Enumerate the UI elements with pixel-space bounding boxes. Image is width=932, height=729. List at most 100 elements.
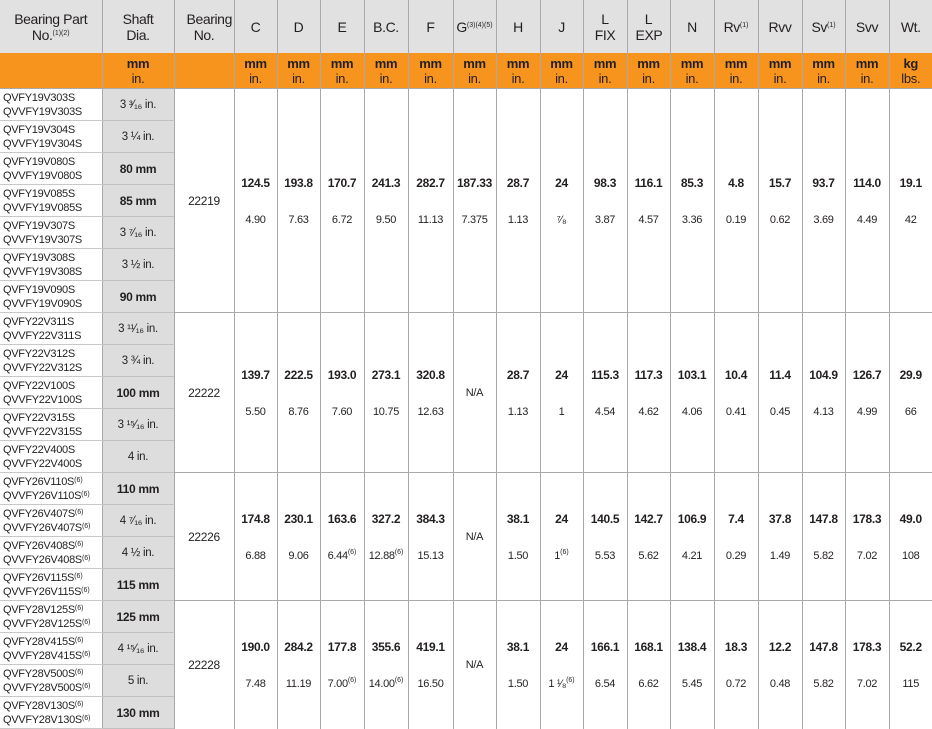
value-mm: 147.8 [803,512,845,526]
value-in-wrap: 15.13 [409,550,453,562]
value-mm: 284.2 [278,640,320,654]
value-in: 66 [905,406,917,418]
value-mm: 38.1 [497,512,540,526]
dim-l-fix: 98.3 3.87 [583,89,627,313]
part-number-qvvfy: QVVFY26V408S [3,554,82,566]
value-mm: 98.3 [584,176,627,190]
value-in: 7.63 [288,214,308,226]
footnote-ref: (6) [81,587,90,594]
footnote-ref: (6) [75,669,84,676]
part-number-qvfy-line: QVFY26V110S(6) [3,475,102,489]
part-number-qvfy-line: QVFY28V415S(6) [3,635,102,649]
part-number-qvfy-line: QVFY22V100S [3,379,102,393]
value-mm: 15.7 [759,176,802,190]
value-in: 9.50 [376,214,396,226]
part-number-cell: QVFY28V125S(6)QVVFY28V125S(6) [0,601,102,633]
value-in-wrap: 1.49 [759,550,802,562]
value-in-wrap: 6.62 [628,678,670,690]
value-in-wrap: 5.82 [803,678,845,690]
column-header: D [277,0,320,53]
value-in: 4.62 [638,406,658,418]
value-in-wrap: 3.69 [803,214,845,226]
unit-metric: mm [235,56,277,71]
unit-metric: mm [103,56,174,71]
value-mm: 7.4 [715,512,758,526]
column-header: Bearing No. [174,0,234,53]
part-number-qvfy: QVFY19V308S [3,252,75,264]
part-number-cell: QVFY26V408S(6)QVVFY26V408S(6) [0,537,102,569]
value-in: 5.82 [813,550,833,562]
value-in-wrap: 3.87 [584,214,627,226]
value-in: 5.53 [595,550,615,562]
value-in-wrap: 7.02 [846,550,889,562]
footnote-ref: (1) [827,22,836,29]
part-number-qvfy: QVFY19V080S [3,156,75,168]
footnote-ref: (6) [82,619,91,626]
part-number-qvvfy: QVVFY22V100S [3,394,82,406]
shaft-diameter: 3 ³⁄₁₆ in. [102,89,174,121]
unit-metric: mm [454,56,496,71]
bearing-number: 22226 [174,473,234,601]
value-in: 1.13 [508,214,528,226]
value-in-wrap: 4.13 [803,406,845,418]
dim-g: N/A [453,313,496,473]
value-in-wrap: 5.53 [584,550,627,562]
value-in-wrap: 7.63 [278,214,320,226]
value-in: 0.29 [726,550,746,562]
shaft-diameter: 4 ⁷⁄₁₆ in. [102,505,174,537]
footnote-ref: (6) [82,683,91,690]
value-in: 4.06 [682,406,702,418]
unit-imperial: in. [861,71,874,86]
value-mm: 24 [541,512,583,526]
part-number-qvfy-line: QVFY26V407S(6) [3,507,102,521]
value-mm: 124.5 [235,176,277,190]
column-header: B.C. [364,0,408,53]
shaft-diameter: 90 mm [102,281,174,313]
value-in-wrap: 5.82 [803,550,845,562]
value-mm: 139.7 [235,368,277,382]
value-mm: 320.8 [409,368,453,382]
part-number-qvfy: QVFY28V125S [3,604,75,616]
value-mm: 222.5 [278,368,320,382]
part-number-qvfy: QVFY28V500S [3,668,75,680]
part-number-qvvfy: QVVFY19V304S [3,138,82,150]
value-mm: 327.2 [365,512,408,526]
value-in: 5.45 [682,678,702,690]
part-number-cell: QVFY28V130S(6)QVVFY28V130S(6) [0,697,102,729]
footnote-ref: (6) [348,549,357,556]
part-number-qvfy: QVFY19V303S [3,92,75,104]
value-mm: 24 [541,640,583,654]
value-in-wrap: 4.57 [628,214,670,226]
dim-g: N/A [453,473,496,601]
value-in-wrap: 9.06 [278,550,320,562]
unit-metric: mm [365,56,408,71]
value-mm: 117.3 [628,368,670,382]
unit-imperial: in. [555,71,568,86]
part-number-qvvfy-line: QVVFY19V303S [3,105,102,119]
unit-metric: mm [497,56,540,71]
value-in: 5.50 [245,406,265,418]
value-in: 4.57 [638,214,658,226]
part-number-qvvfy-line: QVVFY26V407S(6) [3,521,102,535]
